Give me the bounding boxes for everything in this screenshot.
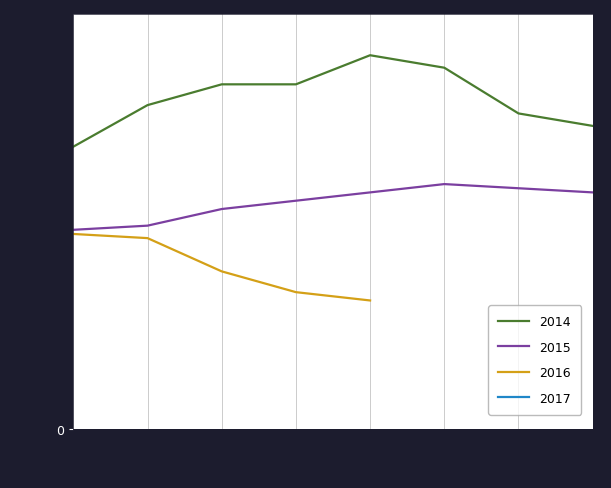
2015 <box>292 198 299 204</box>
2014 <box>218 82 225 88</box>
2015 <box>441 182 448 188</box>
Line: 2016: 2016 <box>73 235 370 301</box>
2014 <box>367 53 374 59</box>
2014 <box>292 82 299 88</box>
Legend: 2014, 2015, 2016, 2017: 2014, 2015, 2016, 2017 <box>488 305 581 415</box>
2016 <box>218 269 225 275</box>
2016 <box>367 298 374 304</box>
2016 <box>292 289 299 295</box>
2015 <box>589 190 596 196</box>
Line: 2014: 2014 <box>73 56 593 147</box>
2015 <box>367 190 374 196</box>
2016 <box>70 232 77 238</box>
2015 <box>515 186 522 192</box>
2016 <box>144 236 151 242</box>
2015 <box>144 224 151 229</box>
2015 <box>218 207 225 213</box>
2014 <box>515 111 522 117</box>
2014 <box>144 103 151 109</box>
2014 <box>589 123 596 129</box>
2014 <box>70 144 77 150</box>
2015 <box>70 227 77 233</box>
2014 <box>441 66 448 72</box>
Line: 2015: 2015 <box>73 185 593 230</box>
